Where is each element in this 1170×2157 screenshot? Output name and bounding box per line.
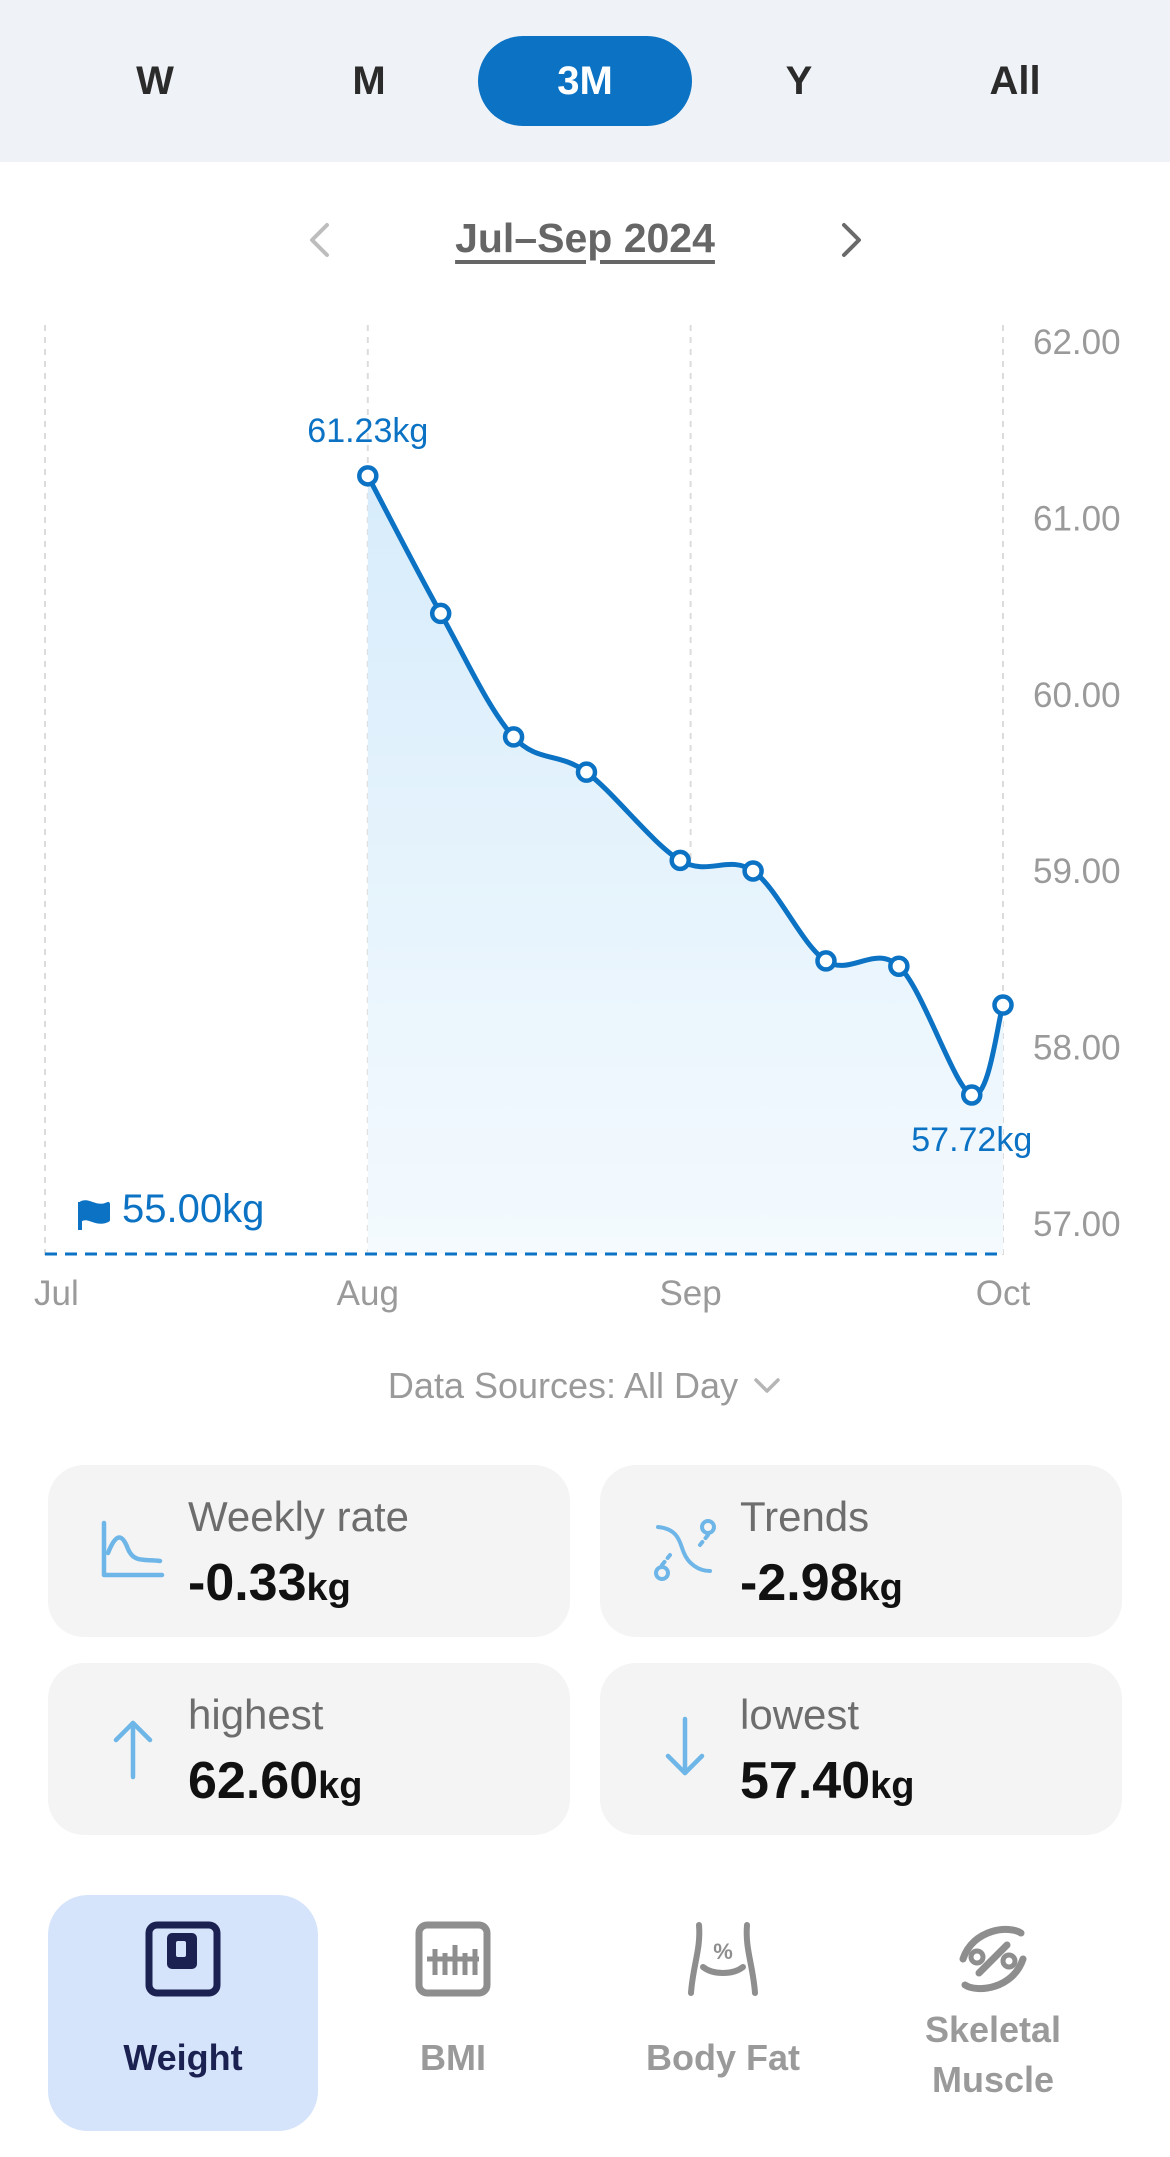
goal-label: 55.00kg xyxy=(122,1187,264,1231)
highest-title: highest xyxy=(188,1691,324,1738)
tab-all[interactable]: All xyxy=(989,58,1041,103)
highest-value: 62.60kg xyxy=(188,1752,363,1810)
lowest-card: lowest 57.40kg xyxy=(600,1663,1122,1835)
arrow-up-icon xyxy=(113,1720,153,1780)
trends-title: Trends xyxy=(740,1493,870,1540)
data-point xyxy=(961,1084,983,1106)
trends-value: -2.98kg xyxy=(740,1554,903,1612)
tab-3-months[interactable]: 3M xyxy=(478,36,692,126)
y-tick-label: 58.00 xyxy=(1033,1029,1121,1068)
flag-icon xyxy=(78,1200,110,1230)
data-point xyxy=(992,994,1014,1016)
x-tick-label: Oct xyxy=(976,1274,1031,1313)
x-tick-label: Jul xyxy=(34,1274,79,1313)
lowest-title: lowest xyxy=(740,1691,860,1738)
data-point xyxy=(742,860,764,882)
data-sources: Data Sources: All Day xyxy=(0,1365,1170,1407)
metric-skeletal-muscle-label-line: Muscle xyxy=(931,2059,1055,2100)
data-sources-label: Data Sources: All Day xyxy=(387,1365,739,1406)
data-point xyxy=(357,465,379,487)
metric-skeletal-muscle[interactable]: Skeletal Muscle xyxy=(858,1895,1128,2131)
y-tick-label: 61.00 xyxy=(1033,499,1121,538)
chevron-down-icon xyxy=(754,1378,780,1393)
data-point xyxy=(888,955,910,977)
y-tick-label: 60.00 xyxy=(1033,676,1121,715)
metric-weight-label: Weight xyxy=(123,2037,243,2078)
metric-bmi-label: BMI xyxy=(420,2037,486,2078)
weekly-rate-title: Weekly rate xyxy=(188,1493,409,1540)
arrow-down-icon xyxy=(665,1716,705,1776)
weekly-rate-card: Weekly rate -0.33kg xyxy=(48,1465,570,1637)
weekly-rate-value: -0.33kg xyxy=(188,1554,351,1612)
max-value-label: 61.23kg xyxy=(307,412,428,450)
body-fat-icon: % xyxy=(688,1922,758,1996)
tab-week[interactable]: W xyxy=(136,58,174,103)
min-value-label: 57.72kg xyxy=(911,1121,1032,1159)
trends-card: Trends -2.98kg xyxy=(600,1465,1122,1637)
lowest-value: 57.40kg xyxy=(740,1752,915,1810)
x-tick-label: Sep xyxy=(659,1274,721,1313)
x-tick-label: Aug xyxy=(337,1274,399,1313)
period-label[interactable]: Jul–Sep 2024 xyxy=(455,215,715,261)
y-tick-label: 59.00 xyxy=(1033,852,1121,891)
metric-weight[interactable]: Weight xyxy=(48,1895,318,2131)
tab-year[interactable]: Y xyxy=(785,58,813,103)
y-tick-label: 57.00 xyxy=(1033,1205,1121,1244)
metric-body-fat[interactable]: % Body Fat xyxy=(588,1895,858,2131)
svg-text:%: % xyxy=(713,1939,733,1964)
data-point xyxy=(429,602,452,625)
data-point xyxy=(502,726,525,748)
range-tabs: W M 3M Y All xyxy=(0,0,1170,162)
metric-skeletal-muscle-label: Skeletal Muscle xyxy=(858,2005,1128,2105)
trends-icon xyxy=(654,1519,716,1581)
metric-bmi[interactable]: BMI xyxy=(318,1895,588,2131)
scale-icon xyxy=(145,1921,221,1997)
weight-chart: 55.00kg 62.00 61.00 60.00 59.00 58.00 57.00 Ju… xyxy=(0,300,1170,1340)
chevron-right-icon[interactable] xyxy=(828,217,874,263)
weight-chart-svg: 55.00kg 62.00 61.00 60.00 59.00 58.00 57.00 Ju… xyxy=(34,323,1121,1313)
data-point xyxy=(575,761,598,783)
tab-month[interactable]: M xyxy=(352,58,386,103)
bmi-icon xyxy=(415,1921,491,1997)
metric-skeletal-muscle-label-line: Skeletal xyxy=(924,2009,1062,2050)
highest-card: highest 62.60kg xyxy=(48,1663,570,1835)
skeletal-muscle-icon xyxy=(959,1925,1027,1993)
data-point xyxy=(669,849,691,872)
data-sources-dropdown[interactable]: Data Sources: All Day xyxy=(388,1365,782,1407)
data-point xyxy=(815,950,837,972)
weekly-rate-icon xyxy=(101,1520,165,1578)
metric-body-fat-label: Body Fat xyxy=(645,2037,800,2078)
y-tick-label: 62.00 xyxy=(1033,323,1121,362)
weight-line xyxy=(365,473,1006,1098)
chevron-left-icon[interactable] xyxy=(297,217,343,263)
period-navigator: Jul–Sep 2024 xyxy=(0,205,1170,275)
